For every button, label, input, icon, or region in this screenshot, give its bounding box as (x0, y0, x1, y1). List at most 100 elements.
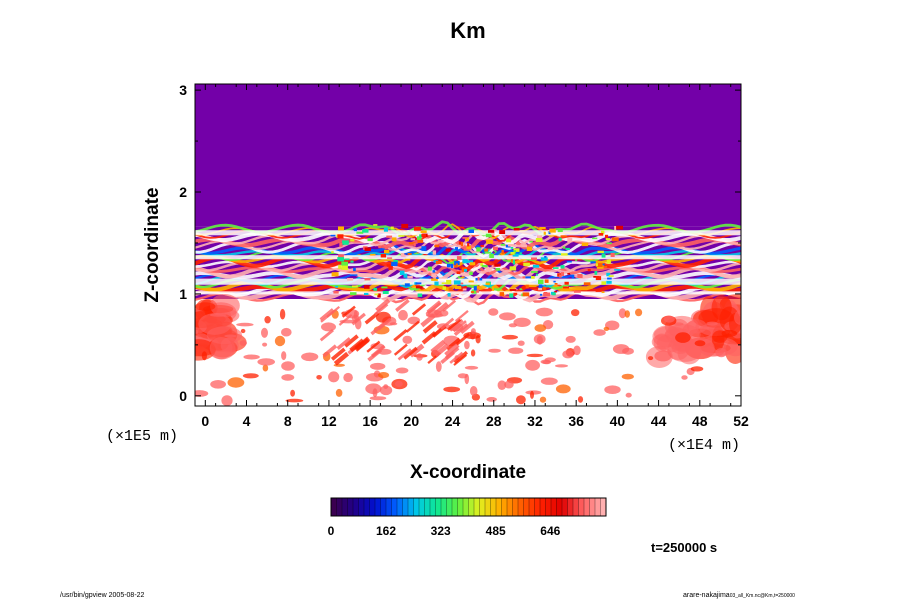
band-speckle (445, 248, 451, 252)
colorbar-cell (374, 497, 381, 517)
turbulence-streak (454, 310, 469, 322)
band-speckle (337, 234, 344, 239)
turbulence-blob (395, 380, 403, 387)
band-speckle (462, 259, 468, 264)
y-axis-label: Z-coordinate (142, 187, 163, 302)
y-tick-label: 0 (179, 388, 187, 404)
colorbar-cell (435, 497, 442, 517)
band-speckle (564, 281, 569, 285)
colorbar-cell (578, 497, 585, 517)
band-speckle (595, 276, 602, 281)
band-speckle (387, 257, 393, 259)
band-speckle (499, 292, 505, 297)
turbulence-blob (470, 328, 476, 335)
band-speckle (566, 261, 572, 263)
band-speckle (538, 279, 544, 284)
band-speckle (421, 246, 427, 250)
turbulence-streak (440, 317, 455, 330)
band-speckle (390, 226, 394, 230)
band-speckle (543, 231, 546, 235)
band-speckle (410, 238, 415, 241)
turbulence-blob (209, 337, 233, 360)
x-tick-label: 24 (445, 413, 461, 429)
band-speckle (344, 258, 350, 261)
colorbar-cell (429, 497, 436, 517)
band-speckle (571, 274, 575, 279)
turbulence-blob (240, 328, 246, 334)
turbulence-blob (734, 310, 741, 325)
colorbar-cell (594, 497, 601, 517)
colorbar-cell (534, 497, 541, 517)
band-speckle (456, 271, 461, 274)
band-speckle (511, 259, 514, 262)
turbulence-blob (239, 340, 247, 346)
turbulence-blob (464, 365, 479, 370)
colorbar-cell (484, 497, 491, 517)
colorbar-cell (380, 497, 387, 517)
band-speckle (455, 263, 458, 266)
band-speckle (382, 291, 389, 294)
turbulence-streak (411, 303, 427, 316)
band-speckle (331, 251, 334, 253)
turbulence-blob (504, 380, 514, 389)
band-speckle (464, 269, 467, 272)
band-speckle (522, 292, 530, 297)
band-speckle (499, 230, 506, 234)
x-axis-unit: (×1E4 m) (668, 437, 740, 454)
turbulence-streak (448, 318, 464, 332)
turbulence-streak (421, 331, 437, 345)
band-speckle (594, 271, 598, 275)
turbulence-streak (336, 337, 352, 350)
band-speckle (510, 252, 515, 255)
turbulence-blob (625, 392, 632, 398)
turbulence-blob (379, 385, 393, 396)
band-speckle (477, 277, 480, 281)
band-speckle (605, 238, 610, 241)
band-speckle (507, 244, 515, 247)
band-speckle (462, 237, 468, 239)
band-speckle (353, 228, 357, 232)
turbulence-blob (257, 358, 276, 366)
turbulence-blob (577, 396, 584, 403)
band-speckle (404, 258, 411, 261)
band-speckle (493, 246, 498, 251)
turbulence-streak (320, 310, 335, 323)
band-speckle (562, 246, 566, 249)
turbulence-streak (333, 351, 350, 366)
x-tick-label: 8 (284, 413, 292, 429)
band-speckle (385, 247, 388, 250)
footer-right: arare-nakajima03_all_Km.nc@Km,t=250000 (683, 592, 795, 599)
turbulence-blob (508, 347, 524, 354)
turbulence-streak (366, 340, 381, 353)
band-speckle (601, 291, 605, 293)
x-tick-label: 20 (404, 413, 420, 429)
band-speckle (587, 269, 591, 272)
band-speckle (557, 229, 563, 232)
colorbar-cell (479, 497, 486, 517)
band-speckle (408, 242, 416, 245)
band-speckle (522, 276, 526, 279)
band-speckle (335, 285, 338, 288)
band-speckle (339, 242, 343, 247)
band-speckle (458, 241, 461, 245)
turbulence-streak (442, 299, 457, 312)
x-tick-label: 0 (201, 413, 209, 429)
band-speckle (364, 278, 371, 281)
band-speckle (331, 272, 339, 277)
band-speckle (595, 263, 603, 267)
turbulence-blob (281, 374, 295, 381)
turbulence-blob (715, 348, 728, 358)
band-speckle (595, 263, 598, 267)
band-speckle (370, 253, 376, 256)
band-speckle (538, 287, 542, 291)
band-speckle (506, 238, 512, 243)
turbulence-blob (370, 362, 386, 370)
colorbar-cell (567, 497, 574, 517)
x-tick-label: 40 (610, 413, 626, 429)
colorbar-cell (545, 497, 552, 517)
turbulence-blob (198, 313, 232, 335)
band-speckle (374, 293, 379, 296)
y-axis: 0 1 2 3 (179, 82, 741, 404)
band-sheet (195, 255, 741, 260)
band-speckle (432, 250, 437, 255)
